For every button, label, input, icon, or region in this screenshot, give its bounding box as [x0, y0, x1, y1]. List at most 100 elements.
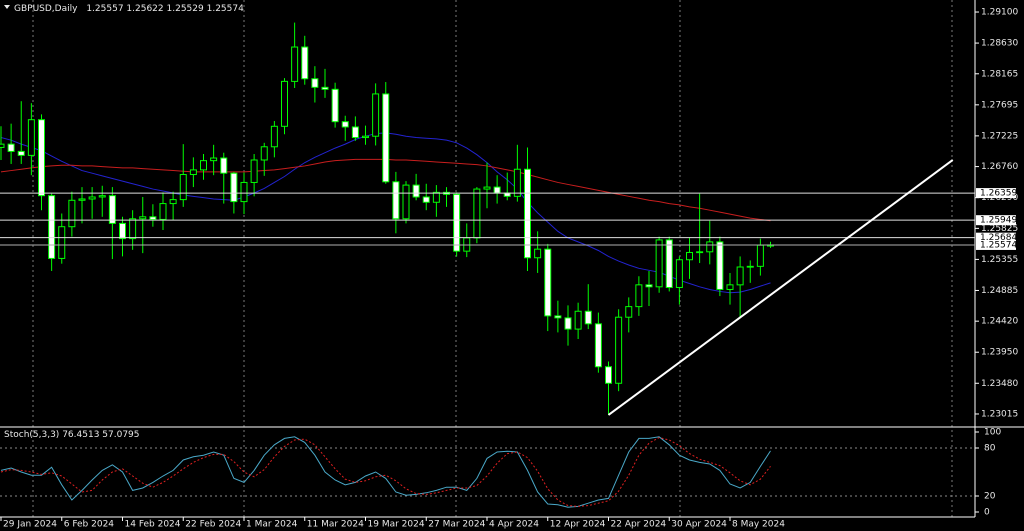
candle-body [574, 310, 582, 330]
candle-body [108, 195, 116, 224]
level-box [976, 215, 1016, 226]
title: GBPUSD,Daily [14, 4, 78, 14]
candle-body [149, 216, 157, 220]
candle-body [362, 135, 369, 139]
candle-body [534, 248, 542, 259]
candle-body [584, 310, 592, 325]
last-open: 1.25557 [86, 4, 123, 14]
candle-body [594, 323, 602, 368]
level-value: 1.25949 [980, 216, 1017, 226]
candle-body [635, 284, 643, 308]
level-box [976, 188, 1016, 199]
candle-body [726, 284, 734, 290]
candle-body [615, 316, 623, 384]
candle-body [554, 315, 562, 319]
candle-body [524, 168, 531, 259]
candle-body [78, 198, 86, 201]
candle-body [301, 46, 309, 80]
price-panel [0, 22, 975, 416]
last-price-label: 1.25574 [976, 239, 1017, 250]
candle-body [412, 184, 420, 198]
indicator-line [0, 436, 771, 508]
y-tick-label: 1.24885 [981, 286, 1018, 296]
candle-body [7, 143, 15, 152]
trendline [607, 159, 954, 416]
x-tick-label: 6 Feb 2024 [64, 520, 115, 530]
candle-body [392, 181, 400, 220]
level-label: 1.25684 [976, 232, 1017, 243]
y-tick-label: 20 [984, 492, 996, 502]
candle-body [402, 184, 410, 220]
candle-body [48, 195, 56, 259]
candle-body [27, 119, 35, 156]
y-tick-label: 100 [984, 428, 1001, 438]
stoch-main-value: 76.4513 [62, 430, 99, 440]
y-tick-label: 1.29100 [981, 8, 1018, 18]
candle-body [351, 126, 359, 139]
last-high: 1.25622 [126, 4, 163, 14]
candle-body [473, 188, 481, 239]
candle-body [453, 193, 461, 252]
candle-body [159, 203, 167, 220]
candle-body [696, 251, 704, 254]
candle-body [655, 239, 663, 288]
title: Stoch(5,3,3) [4, 430, 59, 440]
candle-body [645, 284, 653, 288]
level-label: 1.26359 [976, 188, 1017, 199]
x-tick-label: 27 Mar 2024 [428, 520, 485, 530]
candle-body [189, 169, 197, 176]
candle-body [200, 160, 207, 171]
candle-body [169, 199, 177, 205]
y-tick-label: 1.24420 [981, 317, 1018, 327]
candle-body [0, 143, 5, 148]
indicator-line [0, 437, 771, 507]
x-tick-label: 4 Apr 2024 [489, 520, 539, 530]
y-tick-label: 1.27695 [981, 100, 1018, 110]
candle-body [675, 259, 683, 288]
candle-body [250, 159, 258, 183]
x-tick-label: 8 May 2024 [732, 520, 785, 530]
x-tick-label: 11 Mar 2024 [307, 520, 364, 530]
candle-body [665, 239, 673, 288]
candle-body [98, 195, 106, 198]
candle-body [230, 172, 238, 203]
candle-body [372, 93, 380, 137]
stoch-signal-value: 57.0795 [102, 430, 139, 440]
y-tick-label: 1.28165 [981, 69, 1018, 79]
x-tick-label: 22 Feb 2024 [185, 520, 241, 530]
headers: GBPUSD,Daily 1.25557 1.25622 1.25529 1.2… [4, 4, 244, 440]
candle-body [736, 266, 744, 286]
candle-body [260, 146, 268, 161]
candle-body [58, 226, 66, 259]
candle-body [605, 366, 612, 384]
candle-body [17, 150, 25, 156]
x-tick-label: 1 Mar 2024 [246, 520, 298, 530]
last-price-value: 1.25574 [980, 240, 1017, 250]
candle-body [746, 265, 754, 268]
candle-body [706, 241, 714, 253]
candle-body [311, 78, 319, 88]
x-tick-label: 12 Apr 2024 [550, 520, 606, 530]
x-tick-label: 14 Feb 2024 [125, 520, 181, 530]
stoch-panel [0, 436, 975, 508]
candle-body [88, 196, 96, 200]
level-label: 1.25949 [976, 215, 1017, 226]
candle-body [564, 317, 572, 330]
menu-icon [4, 5, 10, 9]
last-close: 1.25574 [207, 4, 244, 14]
candle-body [756, 244, 764, 267]
level-box [976, 232, 1016, 243]
level-value: 1.25684 [980, 233, 1017, 243]
y-tick-label: 1.25355 [981, 255, 1018, 265]
candle-body [483, 186, 491, 190]
candle-body [686, 251, 693, 261]
candle-body [240, 181, 248, 203]
candle-body [625, 306, 633, 318]
x-tick-label: 30 Apr 2024 [671, 520, 727, 530]
axes: 1.29100 1.28630 1.28165 1.27695 1.27225 1.267… [0, 8, 1018, 530]
y-tick-label: 1.28630 [981, 39, 1018, 49]
candle-body [716, 241, 724, 290]
y-tick-label: 1.23480 [981, 379, 1018, 389]
y-tick-label: 1.23950 [981, 348, 1018, 358]
